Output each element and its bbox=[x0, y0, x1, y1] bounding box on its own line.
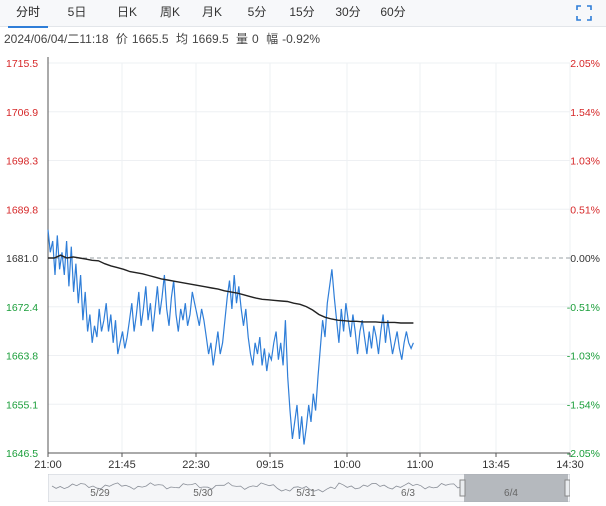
navigator-date-label: 5/29 bbox=[90, 488, 110, 499]
y-tick-right: -1.54% bbox=[567, 399, 600, 411]
info-avg-label: 均 bbox=[175, 32, 188, 46]
tab-2[interactable]: 日K bbox=[116, 5, 137, 19]
navigator-date-label: 5/31 bbox=[296, 488, 316, 499]
tab-5[interactable]: 5分 bbox=[247, 5, 267, 19]
y-tick-right: -1.03% bbox=[567, 351, 600, 363]
time-navigator[interactable]: 5/29 5/30 5/31 6/3 6/4 bbox=[48, 474, 570, 502]
price-line bbox=[47, 229, 414, 445]
x-tick-label: 11:00 bbox=[407, 459, 434, 471]
intraday-chart: 1715.5 2.05% 1706.9 1.54% 1698.3 1.03% 1689.8 0… bbox=[6, 57, 600, 471]
info-datetime: 2024/06/04/二11:18 bbox=[4, 32, 109, 46]
y-tick-left: 1715.5 bbox=[6, 58, 38, 70]
y-tick-right: -0.51% bbox=[567, 302, 600, 314]
y-tick-right: -2.05% bbox=[567, 448, 600, 460]
y-tick-left: 1655.1 bbox=[6, 399, 38, 411]
tab-3[interactable]: 周K bbox=[159, 5, 180, 19]
info-avg: 1669.5 bbox=[191, 32, 229, 46]
navigator-date-label: 6/3 bbox=[401, 488, 415, 499]
x-tick-label: 13:45 bbox=[482, 459, 510, 471]
y-tick-right: 0.00% bbox=[570, 253, 600, 265]
navigator-right-handle[interactable] bbox=[564, 479, 570, 497]
info-change: -0.92% bbox=[282, 32, 321, 46]
x-tick-label: 14:30 bbox=[556, 459, 584, 471]
tab-1[interactable]: 5日 bbox=[67, 5, 87, 19]
y-tick-left: 1681.0 bbox=[6, 253, 38, 265]
navigator-trace bbox=[51, 482, 463, 493]
fullscreen-icon[interactable] bbox=[576, 5, 592, 21]
average-line bbox=[48, 254, 414, 324]
y-tick-right: 0.51% bbox=[570, 204, 600, 216]
navigator-date-label: 6/4 bbox=[504, 488, 518, 499]
x-tick-label: 21:00 bbox=[34, 459, 62, 471]
x-tick-label: 09:15 bbox=[256, 459, 284, 471]
y-tick-left: 1689.8 bbox=[6, 204, 38, 216]
navigator-date-label: 5/30 bbox=[193, 488, 213, 499]
period-tabs: 分时 5日 日K 周K 月K 5分 15分 30分 60分 bbox=[0, 0, 606, 28]
y-tick-left: 1706.9 bbox=[6, 107, 38, 119]
navigator-left-handle[interactable] bbox=[459, 479, 466, 497]
y-tick-right: 2.05% bbox=[570, 58, 600, 70]
tab-0[interactable]: 分时 bbox=[8, 0, 48, 28]
y-tick-left: 1663.8 bbox=[6, 351, 38, 363]
y-tick-left: 1698.3 bbox=[6, 156, 38, 168]
x-tick-label: 21:45 bbox=[108, 459, 136, 471]
y-tick-right: 1.54% bbox=[570, 107, 600, 119]
tab-7[interactable]: 30分 bbox=[335, 5, 361, 19]
y-tick-left: 1672.4 bbox=[6, 302, 38, 314]
info-price-label: 价 bbox=[115, 32, 128, 46]
info-change-label: 幅 bbox=[266, 32, 279, 46]
navigator-selection[interactable] bbox=[464, 474, 568, 502]
x-tick-label: 10:00 bbox=[333, 459, 361, 471]
tab-4[interactable]: 月K bbox=[201, 5, 222, 19]
x-tick-label: 22:30 bbox=[182, 459, 210, 471]
tab-8[interactable]: 60分 bbox=[380, 5, 406, 19]
info-price: 1665.5 bbox=[131, 32, 169, 46]
y-tick-right: 1.03% bbox=[570, 156, 600, 168]
info-vol-label: 量 bbox=[236, 32, 249, 46]
tab-6[interactable]: 15分 bbox=[289, 5, 315, 19]
y-tick-left: 1646.5 bbox=[6, 448, 38, 460]
info-vol: 0 bbox=[252, 32, 259, 46]
